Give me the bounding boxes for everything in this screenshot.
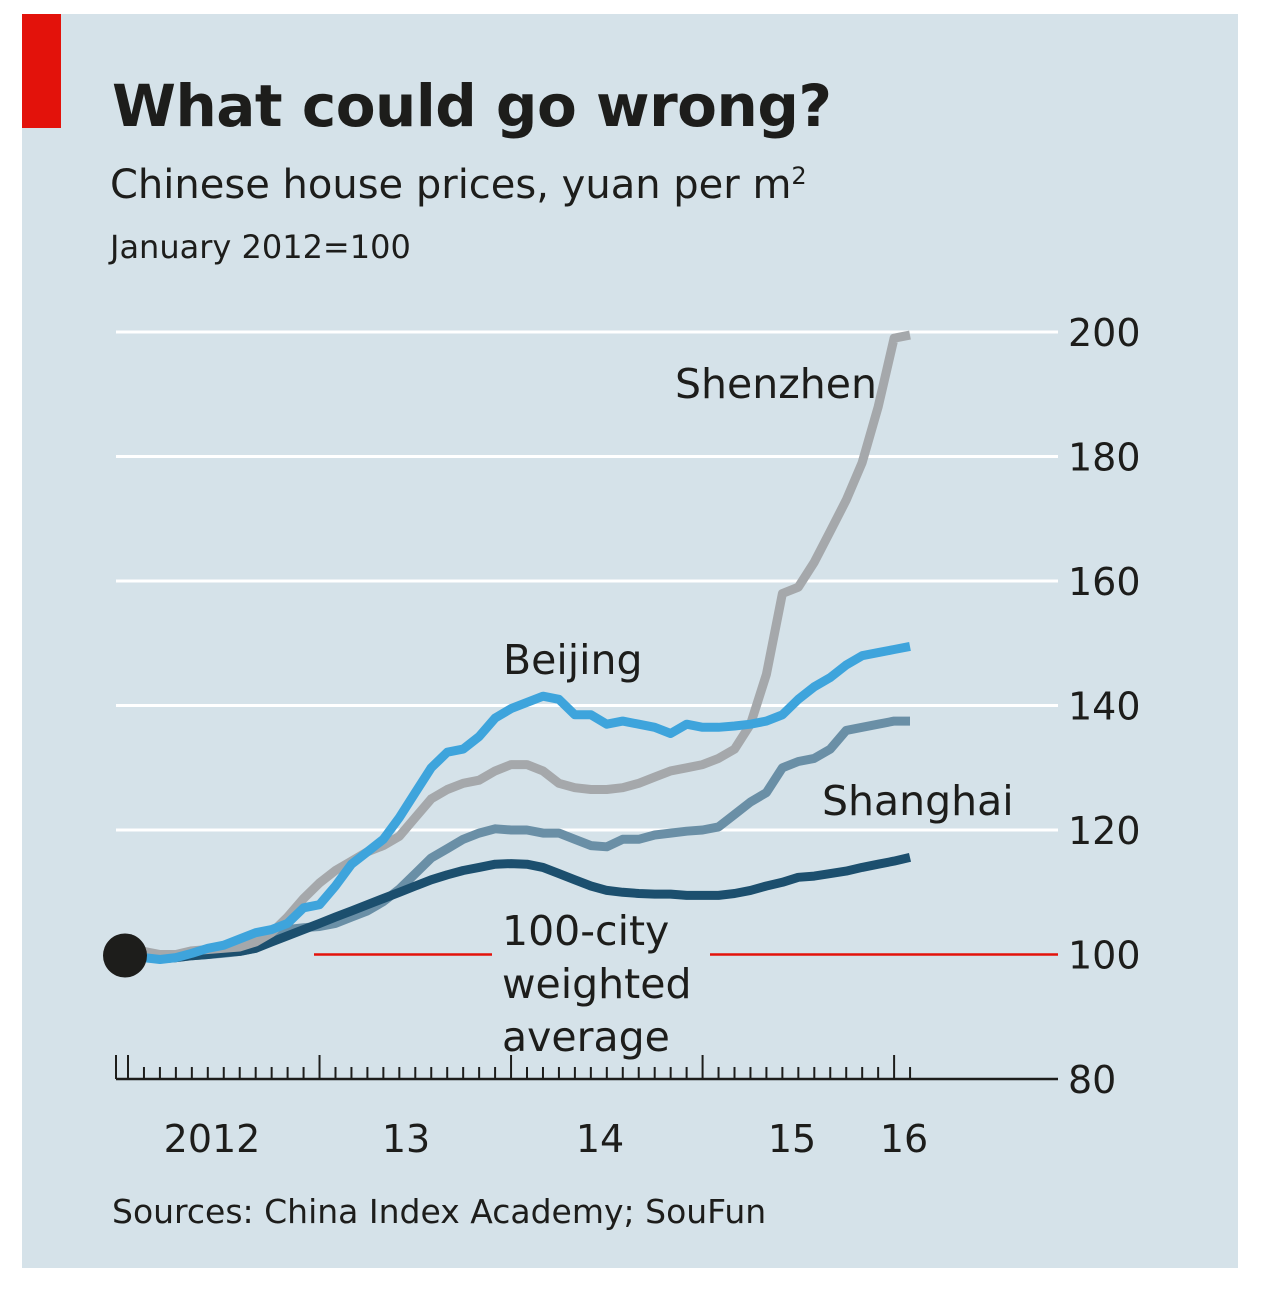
chart-subtitle: Chinese house prices, yuan per m2 <box>110 162 807 208</box>
x-axis <box>115 1055 1058 1081</box>
series-label-100-city-weighted-average: 100-city <box>502 907 669 955</box>
x-tick-label-14: 14 <box>576 1117 624 1161</box>
y-tick-label-160: 160 <box>1068 560 1141 604</box>
chart-title: What could go wrong? <box>112 72 832 140</box>
gridlines <box>116 330 1058 832</box>
series-label-100-city-weighted-average: average <box>502 1013 670 1061</box>
start-point-marker <box>103 933 147 978</box>
x-tick-label-2012: 2012 <box>164 1117 261 1161</box>
x-tick-label-15: 15 <box>768 1117 816 1161</box>
y-tick-label-120: 120 <box>1068 809 1141 853</box>
index-note: January 2012=100 <box>110 228 411 266</box>
series-lines <box>103 330 912 978</box>
x-tick-label-16: 16 <box>880 1117 928 1161</box>
source-note: Sources: China Index Academy; SouFun <box>112 1192 767 1231</box>
chart-subtitle-superscript: 2 <box>791 162 807 190</box>
chart-subtitle-text: Chinese house prices, yuan per m <box>110 162 792 208</box>
series-label-shenzhen: Shenzhen <box>675 360 877 408</box>
y-tick-label-100: 100 <box>1068 934 1141 978</box>
series-line-beijing <box>127 641 911 964</box>
x-tick-label-13: 13 <box>382 1117 430 1161</box>
series-label-100-city-weighted-average: weighted <box>502 960 692 1008</box>
chart-card <box>22 14 1238 1268</box>
y-tick-label-200: 200 <box>1068 311 1141 355</box>
series-label-beijing: Beijing <box>503 636 643 684</box>
y-tick-label-180: 180 <box>1068 436 1141 480</box>
series-labels: Shenzhen Beijing Shanghai 100-city weighted a… <box>502 360 1014 1061</box>
y-tick-label-80: 80 <box>1068 1058 1116 1102</box>
red-accent-bar <box>22 14 61 128</box>
series-line-100-city-weighted-average <box>127 853 912 964</box>
series-label-shanghai: Shanghai <box>822 777 1014 825</box>
series-line-shenzhen <box>127 330 911 959</box>
x-axis-labels: 2012 13 14 15 16 <box>164 1117 929 1161</box>
y-tick-label-140: 140 <box>1068 685 1141 729</box>
y-axis-labels: 80 100 120 140 160 180 200 <box>1068 311 1141 1102</box>
